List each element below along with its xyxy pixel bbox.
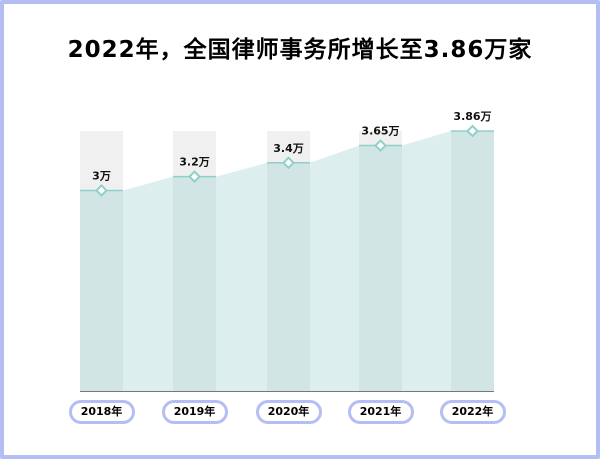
data-point-marker [282,156,295,170]
bar [267,162,310,391]
data-label: 3.65万 [361,125,399,138]
bar [359,145,402,391]
data-point-marker [466,124,479,138]
data-label: 3.86万 [453,110,491,123]
x-tick-label: 2021年 [347,400,414,424]
data-label: 3万 [92,169,111,182]
x-tick-label: 2019年 [161,400,228,424]
bar [80,190,123,391]
bar [451,131,494,391]
data-label: 3.2万 [179,156,210,169]
data-point-marker [95,184,108,197]
data-point-marker [374,139,387,152]
x-tick-label: 2018年 [68,400,135,424]
data-label: 3.4万 [273,142,304,155]
data-point-marker [188,170,201,184]
x-tick-label: 2020年 [255,400,322,424]
bar [173,176,216,391]
chart-title: 2022年，全国律师事务所增长至3.86万家 [67,37,533,63]
x-tick-label: 2022年 [439,400,506,424]
